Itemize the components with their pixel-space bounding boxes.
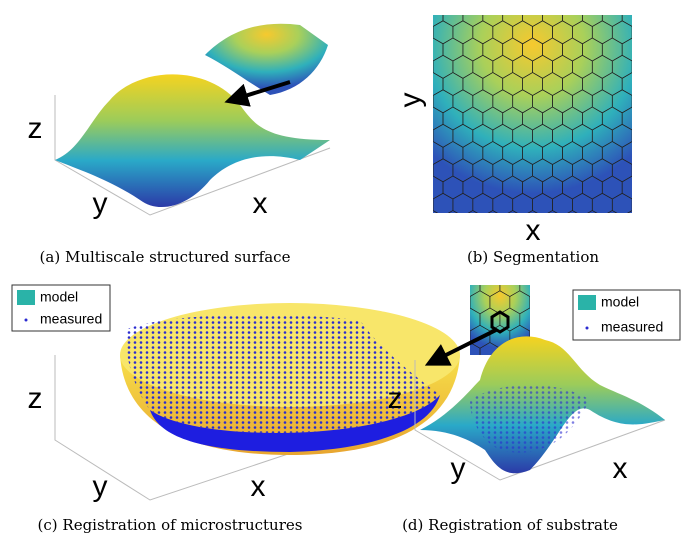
hex-cell [403,176,423,199]
hex-cell [540,308,560,331]
hex-cell [632,90,652,113]
legend-swatch [578,295,596,310]
hex-cell [533,0,553,9]
hex-cell [440,274,460,297]
hex-cell [463,211,483,234]
hex-cell [632,55,652,78]
legend-label: measured [40,311,102,327]
hex-cell [403,4,423,27]
hex-cell [622,211,642,234]
hex-cell [582,211,602,234]
hex-cell [483,211,503,234]
hex-cell [413,21,433,44]
legend-label: model [601,294,639,310]
hex-cell [403,211,423,234]
z-label: z [28,112,43,145]
hex-cell [632,193,652,216]
y-label: y [451,452,466,485]
hex-cell [503,211,523,234]
hex-cell [403,38,423,61]
hex-cell [563,211,583,234]
hex-cell [540,274,560,297]
z-label: z [28,382,43,415]
legend-label: measured [601,319,663,335]
hex-cell [413,0,433,9]
hex-cell [473,0,493,9]
hex-cell [403,107,423,130]
hex-cell [602,211,622,234]
hex-cell [513,0,533,9]
legend-label: model [40,289,78,305]
x-label: x [613,452,628,485]
legend-swatch [586,327,589,330]
hex-cell [413,124,433,147]
hex-cell [413,159,433,182]
hex-cell [550,291,570,314]
inset-surface [205,24,328,95]
y-label: y [394,93,427,108]
panel-a: z y x (a) Multiscale structured surface [28,24,331,266]
hex-cell [413,55,433,78]
hex-cell [403,142,423,165]
hex-cell [440,308,460,331]
hex-cell [443,211,463,234]
hex-cell [450,291,470,314]
hex-cell [632,21,652,44]
hex-cell [632,0,652,9]
hex-cell [632,159,652,182]
hex-cell [493,0,513,9]
x-label: x [526,214,541,247]
hex-cell [612,0,632,9]
hex-cell [572,0,592,9]
caption: (c) Registration of microstructures [38,516,303,534]
legend-swatch [17,290,35,305]
y-label: y [93,187,108,220]
hex-cell [433,0,453,9]
x-label: x [251,470,266,503]
hex-cell [423,211,443,234]
hex-cell [403,73,423,96]
figure: z y x (a) Multiscale structured surface … [0,0,686,538]
caption: (b) Segmentation [467,248,599,266]
legend-swatch [25,319,28,322]
hex-cell [453,0,473,9]
hex-cell [592,0,612,9]
hex-cell [553,0,573,9]
z-label: z [388,382,403,415]
caption: (d) Registration of substrate [402,516,618,534]
hex-cell [413,193,433,216]
caption: (a) Multiscale structured surface [40,248,291,266]
y-label: y [93,470,108,503]
hex-cell [632,124,652,147]
hex-cell [530,291,550,314]
panel-b: x y (b) Segmentation [394,0,652,266]
hex-cell [543,211,563,234]
x-label: x [253,187,268,220]
